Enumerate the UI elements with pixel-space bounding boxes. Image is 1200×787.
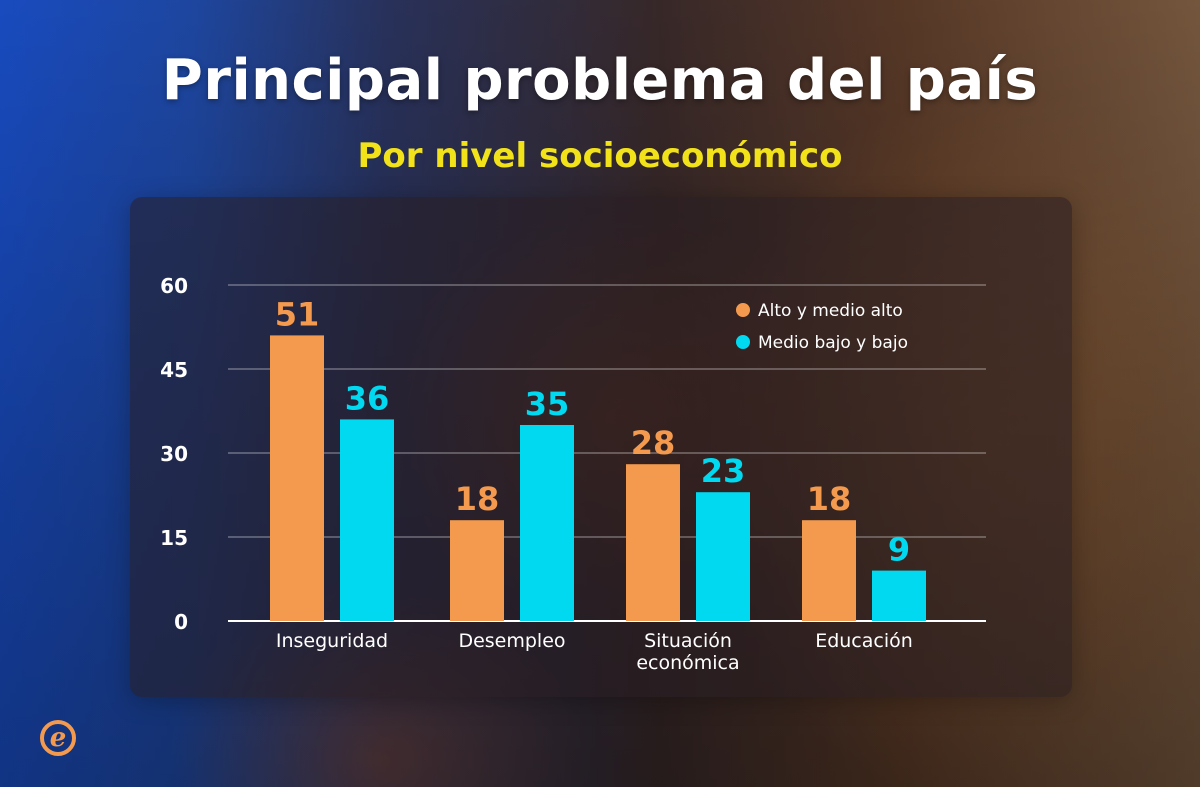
x-tick-label: Inseguridad bbox=[276, 630, 388, 652]
bar bbox=[626, 464, 680, 621]
data-label: 28 bbox=[631, 424, 676, 462]
chart-subtitle: Por nivel socioeconómico bbox=[357, 136, 843, 176]
legend-marker bbox=[736, 335, 750, 349]
y-tick-label: 45 bbox=[160, 358, 188, 382]
chart-panel: 0 15 30 45 60 51 18 28 18 36 35 23 9 Inseguridad Desem… bbox=[130, 197, 1072, 697]
e-logo-icon: e bbox=[40, 720, 76, 756]
bar bbox=[696, 492, 750, 621]
x-tick-label: Situación bbox=[644, 630, 732, 652]
x-tick-label: Desempleo bbox=[458, 630, 565, 652]
y-tick-label: 60 bbox=[160, 274, 188, 298]
legend-label: Alto y medio alto bbox=[758, 301, 903, 321]
legend-label: Medio bajo y bajo bbox=[758, 333, 908, 353]
x-tick-label: Educación bbox=[815, 630, 913, 652]
data-label: 18 bbox=[807, 480, 852, 518]
bar bbox=[270, 335, 324, 621]
data-label: 36 bbox=[345, 379, 390, 417]
logo-letter: e bbox=[50, 723, 67, 753]
data-label: 35 bbox=[525, 385, 570, 423]
bar bbox=[340, 419, 394, 621]
data-label: 23 bbox=[701, 452, 746, 490]
bar bbox=[450, 520, 504, 621]
data-label: 51 bbox=[275, 295, 320, 333]
data-label: 18 bbox=[455, 480, 500, 518]
y-tick-label: 15 bbox=[160, 526, 188, 550]
x-tick-label: económica bbox=[636, 652, 739, 674]
y-tick-label: 0 bbox=[174, 610, 188, 634]
legend-marker bbox=[736, 303, 750, 317]
bar bbox=[802, 520, 856, 621]
data-label: 9 bbox=[888, 531, 910, 569]
chart-title: Principal problema del país bbox=[161, 48, 1039, 113]
y-tick-label: 30 bbox=[160, 442, 188, 466]
bar bbox=[520, 425, 574, 621]
bar-chart: 0 15 30 45 60 51 18 28 18 36 35 23 9 Inseguridad Desem… bbox=[160, 274, 986, 674]
bar bbox=[872, 570, 926, 621]
